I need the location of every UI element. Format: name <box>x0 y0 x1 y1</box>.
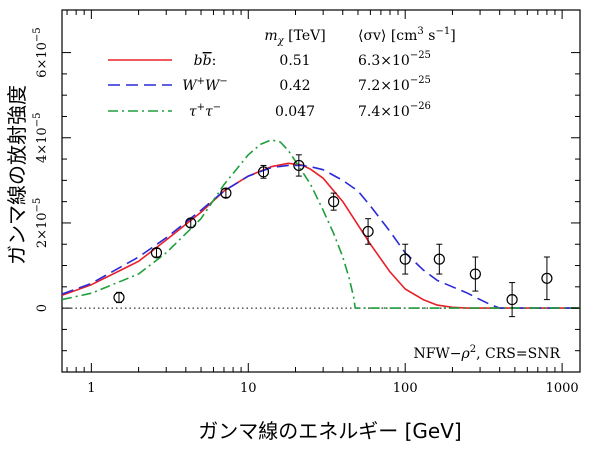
sigma-exponent: −25 <box>410 50 431 61</box>
y-tick-label: 4×10−5 <box>32 113 50 163</box>
y-tick-mantissa: 2×10 <box>35 212 50 248</box>
legend-label-WW: W+W− <box>182 76 228 94</box>
label-antiparticle: b <box>203 53 212 69</box>
y-tick-label: 2×10−5 <box>32 198 50 248</box>
data-points <box>113 154 553 318</box>
y-tick-mantissa: 4×10 <box>35 127 50 163</box>
sigma-header-mid: s <box>424 28 436 44</box>
plot-area <box>61 9 581 373</box>
legend: mχ [TeV] ⟨σv⟩ [cm3 s−1]bb: 0.51 6.3×10−25W+… <box>108 26 456 120</box>
data-point <box>362 225 374 238</box>
label-base-2: W <box>205 78 221 94</box>
data-point <box>469 268 481 280</box>
y-tick-exponent: −5 <box>32 113 43 128</box>
label-colon: : <box>212 53 217 69</box>
data-point <box>185 217 197 229</box>
data-point <box>293 159 305 172</box>
y-tick-mantissa: 0 <box>35 304 50 312</box>
sigma-mantissa: 7.2×10 <box>358 78 410 94</box>
legend-label-bb: bb: <box>194 53 217 69</box>
annotation-rest: , CRS=SNR <box>476 346 560 362</box>
legend-header-sigma: ⟨σv⟩ [cm3 s−1] <box>358 26 456 44</box>
curve-tautau <box>62 139 580 309</box>
annotation-rho: ρ <box>461 346 471 362</box>
curve-bb <box>62 162 580 309</box>
legend-label-tautau: τ+τ− <box>189 102 221 120</box>
label-base: W <box>182 78 198 94</box>
label-charge-minus: − <box>213 102 221 113</box>
data-point <box>328 196 340 208</box>
sigma-exponent: −26 <box>410 101 431 112</box>
sigma-header-unit: [cm <box>386 28 417 44</box>
sigma-header-exp1: 3 <box>417 26 423 37</box>
data-point <box>113 291 125 304</box>
label-base: b <box>194 53 203 69</box>
sigma-header-exp2: −1 <box>435 26 450 37</box>
legend-sigma-WW: 7.2×10−25 <box>358 75 431 94</box>
mass-symbol: m <box>264 28 277 44</box>
data-point <box>257 166 270 178</box>
mass-unit: [TeV] <box>284 28 326 44</box>
y-axis-title: ガンマ線の放射強度 <box>5 85 29 265</box>
legend-sigma-tautau: 7.4×10−26 <box>358 101 431 120</box>
curve-WW <box>62 164 580 309</box>
annotation-base: NFW− <box>413 346 461 362</box>
label-charge-minus: − <box>219 76 227 87</box>
model-curves <box>62 139 580 309</box>
y-tick-label: 6×10−5 <box>32 27 50 77</box>
sigma-mantissa: 7.4×10 <box>358 104 410 120</box>
label-charge-plus: + <box>197 76 205 87</box>
data-point <box>220 187 232 199</box>
legend-sigma-bb: 6.3×10−25 <box>358 50 431 69</box>
y-tick-label: 0 <box>35 304 50 312</box>
mass-subscript: χ <box>277 36 285 47</box>
legend-mass-tautau: 0.047 <box>275 104 315 120</box>
data-point <box>506 294 518 306</box>
y-tick-exponent: −5 <box>32 27 43 42</box>
legend-mass-bb: 0.51 <box>279 53 310 69</box>
annotation-exp: 2 <box>470 344 476 355</box>
x-tick-label: 1 <box>87 381 95 396</box>
data-point <box>541 272 553 284</box>
data-point <box>399 253 411 265</box>
x-tick-label: 10 <box>240 381 257 396</box>
sigma-mantissa: 6.3×10 <box>358 53 410 69</box>
data-point <box>433 253 445 265</box>
label-charge-plus: + <box>197 102 205 113</box>
label-base: τ <box>189 104 197 120</box>
legend-mass-WW: 0.42 <box>279 78 310 94</box>
sigma-header-open: ⟨σv⟩ <box>358 28 386 44</box>
x-axis-title: ガンマ線のエネルギー [GeV] <box>198 419 461 443</box>
label-base-2: τ <box>205 104 213 120</box>
annotation: NFW−ρ2, CRS=SNR <box>413 344 560 362</box>
y-tick-mantissa: 6×10 <box>35 42 50 78</box>
plot-frame <box>61 9 581 373</box>
legend-header-mass: mχ [TeV] <box>264 28 325 47</box>
x-tick-label: 100 <box>393 381 418 396</box>
y-tick-exponent: −5 <box>32 198 43 213</box>
x-tick-label: 1000 <box>546 381 579 396</box>
data-point <box>150 247 163 259</box>
sigma-exponent: −25 <box>410 75 431 86</box>
sigma-header-close: ] <box>450 28 455 44</box>
